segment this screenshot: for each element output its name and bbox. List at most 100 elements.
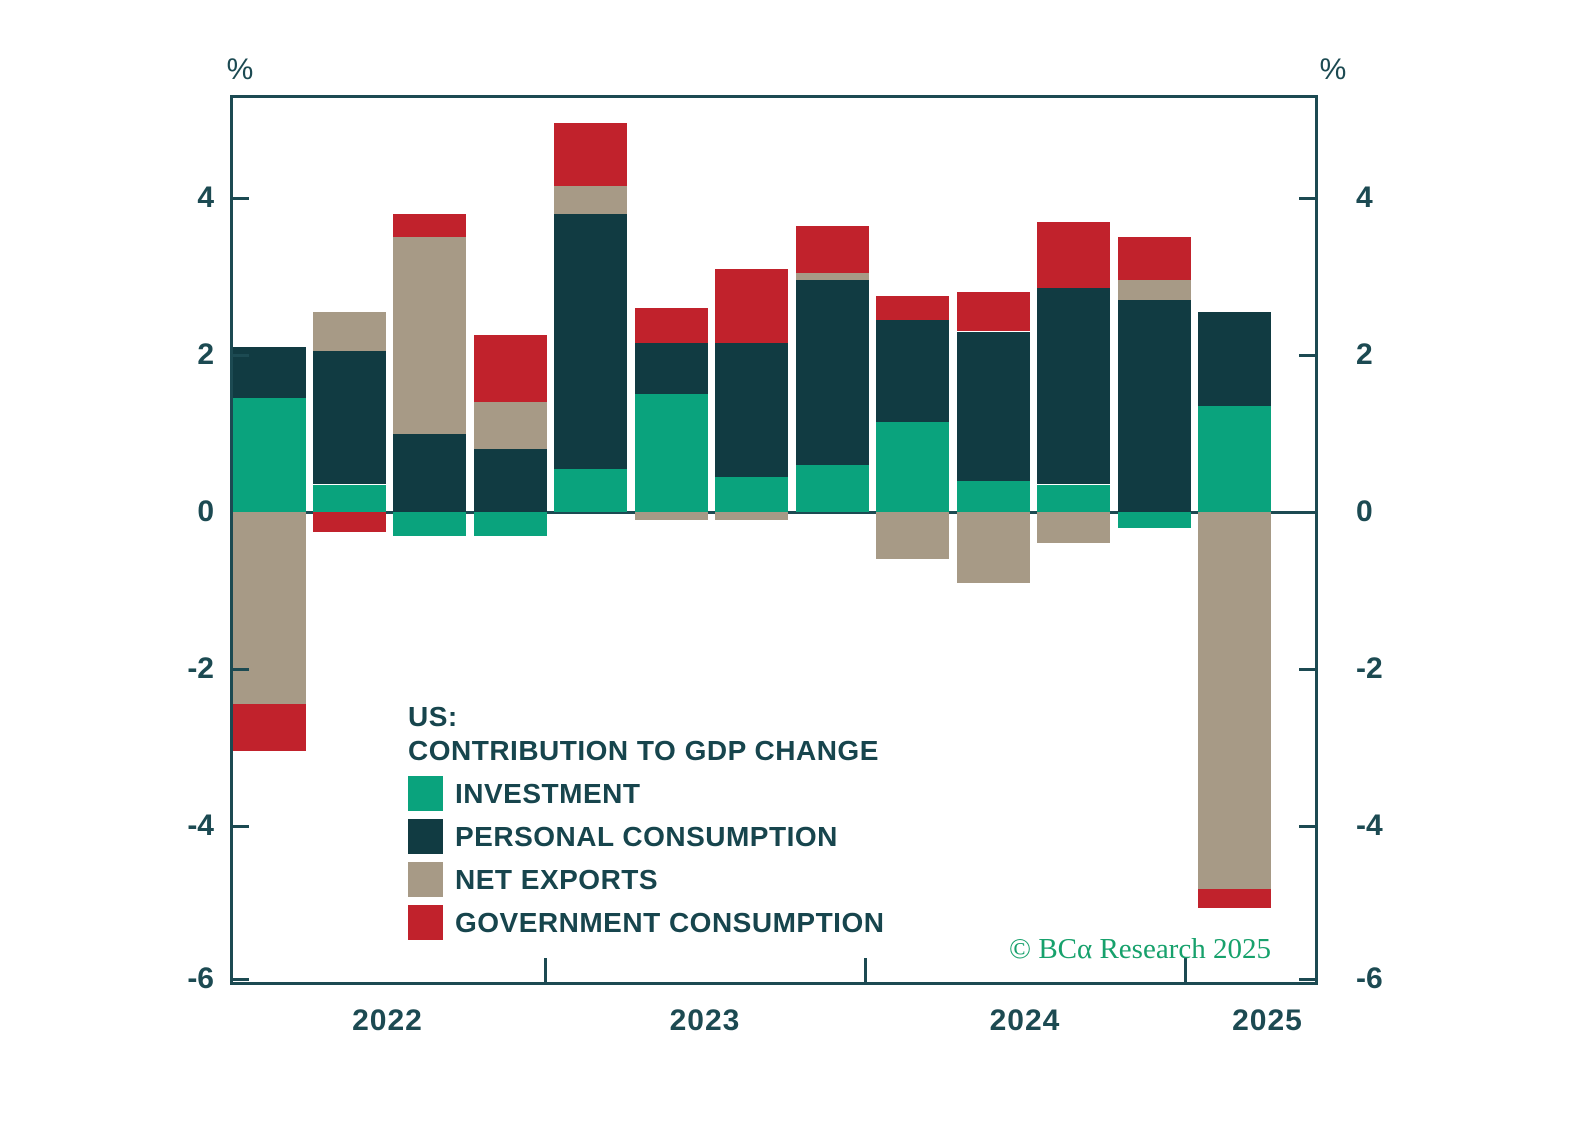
- y-tick-left--4: [230, 824, 249, 828]
- legend-swatch-investment: [408, 776, 443, 811]
- bar-segment-2023Q1-government-consumption: [554, 123, 628, 187]
- y-tick-right-2: [1299, 353, 1318, 357]
- legend-item-investment: INVESTMENT: [408, 776, 1048, 811]
- bar-segment-2022Q4-personal-consumption: [473, 449, 547, 512]
- bar-segment-2024Q4-government-consumption: [1117, 237, 1191, 281]
- left-spine: [230, 95, 233, 985]
- y-tick-left--6: [230, 977, 249, 981]
- bar-segment-2024Q1-investment: [876, 421, 950, 512]
- bar-segment-2023Q3-personal-consumption: [715, 343, 789, 477]
- percent-label-left: %: [226, 53, 254, 86]
- chart-legend: US: CONTRIBUTION TO GDP CHANGE INVESTMEN…: [408, 700, 1048, 940]
- bar-segment-2024Q3-net-exports: [1037, 512, 1111, 544]
- bar-segment-2024Q1-net-exports: [876, 512, 950, 560]
- y-tick-right--2: [1299, 667, 1318, 671]
- bar-segment-2023Q2-government-consumption: [634, 307, 708, 344]
- bar-segment-2022Q1-net-exports: [232, 512, 306, 705]
- right-spine: [1315, 95, 1318, 985]
- bar-segment-2022Q2-investment: [313, 484, 386, 512]
- legend-rows: INVESTMENT PERSONAL CONSUMPTION NET EXPORT…: [408, 776, 1048, 940]
- legend-item-net-exports: NET EXPORTS: [408, 862, 1048, 897]
- bar-segment-2024Q4-investment: [1117, 512, 1191, 528]
- y-axis-label-left-0: 0: [197, 495, 214, 528]
- bar-segment-2023Q1-net-exports: [554, 186, 628, 214]
- bar-segment-2023Q4-investment: [795, 464, 869, 512]
- x-axis-label-2022: 2022: [352, 1004, 423, 1037]
- legend-label-government-consumption: GOVERNMENT CONSUMPTION: [455, 906, 885, 938]
- y-tick-right-4: [1299, 196, 1318, 200]
- x-axis-label-2024: 2024: [989, 1004, 1061, 1037]
- y-axis-label-right-2: 2: [1356, 338, 1373, 371]
- legend-item-personal-consumption: PERSONAL CONSUMPTION: [408, 819, 1048, 854]
- chart-title-line1: US:: [408, 701, 458, 732]
- bar-segment-2023Q4-personal-consumption: [795, 280, 869, 465]
- y-tick-left-4: [230, 196, 249, 200]
- bar-segment-2023Q2-net-exports: [634, 512, 708, 520]
- bar-segment-2023Q2-investment: [634, 394, 708, 513]
- bar-segment-2023Q4-net-exports: [795, 272, 869, 281]
- bar-segment-2024Q2-investment: [956, 480, 1030, 512]
- x-tick-1: [863, 958, 867, 982]
- plot-area: [230, 95, 1318, 985]
- y-axis-label-right--4: -4: [1356, 809, 1383, 842]
- bar-segment-2022Q1-investment: [232, 398, 306, 512]
- bar-segment-2024Q2-net-exports: [956, 512, 1030, 583]
- bar-segment-2024Q4-personal-consumption: [1117, 300, 1191, 512]
- top-spine: [230, 95, 1318, 98]
- bar-segment-2025Q1-government-consumption: [1198, 888, 1271, 909]
- bar-segment-2024Q1-personal-consumption: [876, 319, 950, 422]
- y-axis-label-right--6: -6: [1356, 962, 1383, 995]
- y-axis-label-right--2: -2: [1356, 652, 1383, 685]
- bar-segment-2022Q2-net-exports: [313, 311, 386, 352]
- bar-segment-2024Q3-investment: [1037, 484, 1111, 512]
- bar-segment-2024Q2-personal-consumption: [956, 331, 1030, 481]
- y-axis-label-left-4: 4: [197, 181, 214, 214]
- bar-segment-2023Q3-net-exports: [715, 512, 789, 520]
- bottom-spine: [230, 982, 1318, 985]
- y-tick-right--6: [1299, 977, 1318, 981]
- bar-segment-2023Q1-investment: [554, 468, 628, 512]
- bar-segment-2025Q1-personal-consumption: [1198, 311, 1271, 406]
- bar-segment-2023Q1-personal-consumption: [554, 213, 628, 469]
- bar-segment-2024Q3-personal-consumption: [1037, 288, 1111, 485]
- bar-segment-2022Q1-government-consumption: [232, 704, 306, 752]
- bar-segment-2022Q4-government-consumption: [473, 335, 547, 403]
- bar-segment-2022Q3-investment: [393, 512, 467, 536]
- legend-label-personal-consumption: PERSONAL CONSUMPTION: [455, 820, 838, 852]
- bar-segment-2024Q1-government-consumption: [876, 296, 950, 320]
- chart-title-line2: CONTRIBUTION TO GDP CHANGE: [408, 735, 879, 766]
- legend-swatch-personal-consumption: [408, 819, 443, 854]
- x-tick-2: [1183, 958, 1187, 982]
- bar-segment-2024Q4-net-exports: [1117, 280, 1191, 300]
- y-axis-label-left--2: -2: [187, 652, 214, 685]
- bar-segment-2022Q3-net-exports: [393, 237, 467, 434]
- y-axis-label-right-0: 0: [1356, 495, 1373, 528]
- x-axis-label-2025: 2025: [1232, 1004, 1303, 1037]
- y-axis-label-left--4: -4: [187, 809, 214, 842]
- y-axis-label-left--6: -6: [187, 962, 214, 995]
- x-tick-0: [543, 958, 547, 982]
- legend-swatch-net-exports: [408, 862, 443, 897]
- x-axis-label-2023: 2023: [669, 1004, 741, 1037]
- y-tick-left--2: [230, 667, 249, 671]
- bar-segment-2022Q3-government-consumption: [393, 213, 467, 238]
- bar-segment-2025Q1-investment: [1198, 406, 1271, 512]
- y-tick-left-2: [230, 353, 249, 357]
- bar-segment-2024Q3-government-consumption: [1037, 221, 1111, 289]
- bar-segment-2023Q3-investment: [715, 476, 789, 512]
- legend-label-net-exports: NET EXPORTS: [455, 863, 659, 895]
- bar-segment-2022Q2-government-consumption: [313, 512, 386, 532]
- copyright-text: © BCα Research 2025: [1009, 933, 1271, 965]
- legend-swatch-government-consumption: [408, 905, 443, 940]
- percent-label-right: %: [1319, 53, 1347, 86]
- bar-segment-2023Q4-government-consumption: [795, 225, 869, 273]
- bar-segment-2023Q2-personal-consumption: [634, 343, 708, 395]
- y-axis-label-right-4: 4: [1356, 181, 1373, 214]
- bar-segment-2023Q3-government-consumption: [715, 268, 789, 344]
- y-tick-right--4: [1299, 824, 1318, 828]
- bar-segment-2022Q3-personal-consumption: [393, 433, 467, 512]
- bar-segment-2022Q4-investment: [473, 512, 547, 536]
- legend-item-government-consumption: GOVERNMENT CONSUMPTION: [408, 905, 1048, 940]
- bar-segment-2025Q1-net-exports: [1198, 512, 1271, 889]
